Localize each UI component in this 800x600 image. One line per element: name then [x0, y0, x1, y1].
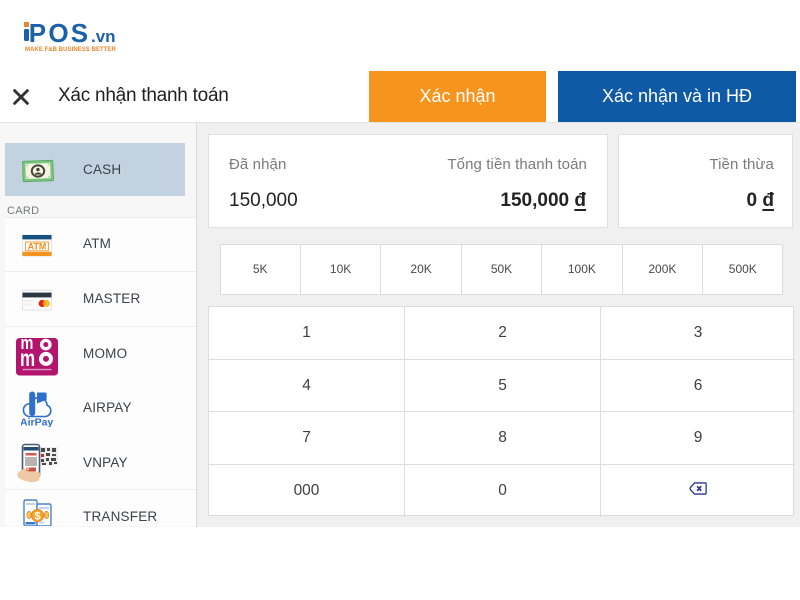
svg-text:AirPay: AirPay [21, 417, 53, 428]
svg-text:ATM: ATM [28, 242, 46, 252]
svg-text:$: $ [34, 511, 40, 523]
svg-text:m: m [21, 338, 34, 354]
svg-text:m: m [20, 347, 35, 372]
